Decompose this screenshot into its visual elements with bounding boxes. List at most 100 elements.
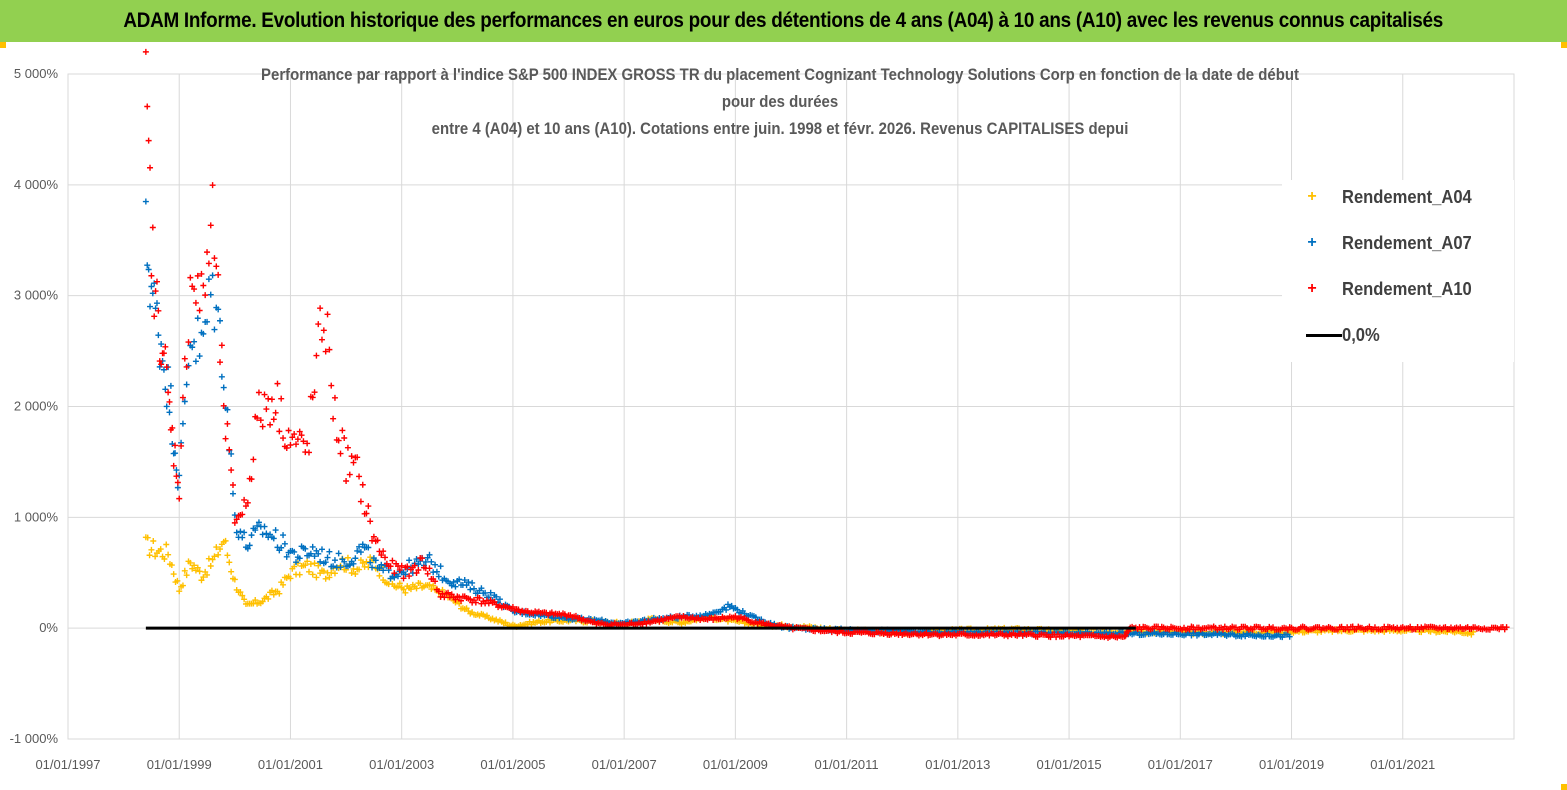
data-point <box>147 303 154 310</box>
data-point <box>387 563 394 570</box>
data-point <box>330 563 337 570</box>
data-point <box>280 581 287 588</box>
data-point <box>452 583 459 590</box>
data-point <box>239 592 246 599</box>
data-point <box>255 519 262 526</box>
data-point <box>476 594 483 601</box>
data-point <box>365 503 372 510</box>
data-point <box>343 477 350 484</box>
data-point <box>172 450 179 457</box>
data-point <box>354 454 361 461</box>
data-point <box>287 442 294 449</box>
data-point <box>469 579 476 586</box>
data-point <box>320 568 327 575</box>
data-point <box>150 538 157 545</box>
data-point <box>200 330 207 337</box>
data-point <box>346 471 353 478</box>
data-point <box>196 307 203 314</box>
data-point <box>181 567 188 574</box>
data-point <box>172 442 179 449</box>
data-point <box>155 332 162 339</box>
data-point <box>149 224 156 231</box>
data-point <box>163 403 170 410</box>
data-point <box>270 591 277 598</box>
data-point <box>359 541 366 548</box>
data-point <box>146 552 153 559</box>
data-point <box>435 588 442 595</box>
data-point <box>148 283 155 290</box>
x-tick-label: 01/01/2015 <box>1037 757 1102 772</box>
data-point <box>352 570 359 577</box>
data-point <box>356 543 363 550</box>
data-point <box>165 389 172 396</box>
data-point <box>324 554 331 561</box>
data-point <box>187 274 194 281</box>
data-point <box>283 444 290 451</box>
data-point <box>302 562 309 569</box>
data-point <box>419 555 426 562</box>
legend-label-a10: Rendement_A10 <box>1342 278 1472 299</box>
data-point <box>313 574 320 581</box>
data-point <box>341 558 348 565</box>
data-point <box>422 558 429 565</box>
data-point <box>437 563 444 570</box>
scatter-chart: -1 000% 0% 1 000% 2 000% 3 000% 4 000% 5 000% 0… <box>10 48 1515 772</box>
data-point <box>432 578 439 585</box>
data-point <box>391 570 398 577</box>
data-point <box>194 272 201 279</box>
data-point <box>382 554 389 561</box>
data-point <box>341 435 348 442</box>
data-point <box>222 435 229 442</box>
data-point <box>268 587 275 594</box>
data-point <box>163 364 170 371</box>
series-Rendement_A04 <box>142 534 1477 638</box>
data-point <box>209 182 216 189</box>
data-point <box>200 574 207 581</box>
data-point <box>176 588 183 595</box>
data-point <box>270 416 277 423</box>
data-point <box>194 315 201 322</box>
legend-item-a04: + Rendement_A04 <box>1282 182 1483 212</box>
legend-label-a04: Rendement_A04 <box>1342 186 1472 207</box>
data-point <box>179 582 186 589</box>
data-point <box>339 427 346 434</box>
data-point <box>213 544 220 551</box>
data-point <box>298 432 305 439</box>
x-tick-label: 01/01/2013 <box>925 757 990 772</box>
report-banner: ADAM Informe. Evolution historique des p… <box>0 0 1567 42</box>
data-point <box>259 531 266 538</box>
data-point <box>376 572 383 579</box>
data-point <box>734 606 741 613</box>
data-point <box>318 546 325 553</box>
data-point <box>231 519 238 526</box>
data-point <box>261 391 268 398</box>
data-point <box>448 582 455 589</box>
data-point <box>328 382 335 389</box>
legend-item-a10: + Rendement_A10 <box>1282 274 1483 304</box>
data-point <box>191 338 198 345</box>
plus-marker-icon: + <box>1307 234 1317 251</box>
data-point <box>326 548 333 555</box>
data-point <box>289 434 296 441</box>
data-point <box>293 441 300 448</box>
data-point <box>152 553 159 560</box>
data-point <box>207 291 214 298</box>
data-point <box>1503 624 1510 631</box>
legend-item-a07: + Rendement_A07 <box>1282 228 1483 258</box>
data-point <box>169 424 176 431</box>
data-point <box>723 606 730 613</box>
data-point <box>306 449 312 456</box>
data-point <box>239 511 246 518</box>
data-point <box>239 534 246 541</box>
data-point <box>233 516 240 523</box>
data-point <box>263 406 270 413</box>
data-point <box>435 573 442 580</box>
data-point <box>309 394 316 401</box>
data-point <box>331 557 338 564</box>
data-point <box>283 553 290 560</box>
data-point <box>191 562 198 569</box>
data-point <box>218 342 225 349</box>
data-point <box>196 568 203 575</box>
data-point <box>350 459 357 466</box>
data-point <box>307 561 314 568</box>
